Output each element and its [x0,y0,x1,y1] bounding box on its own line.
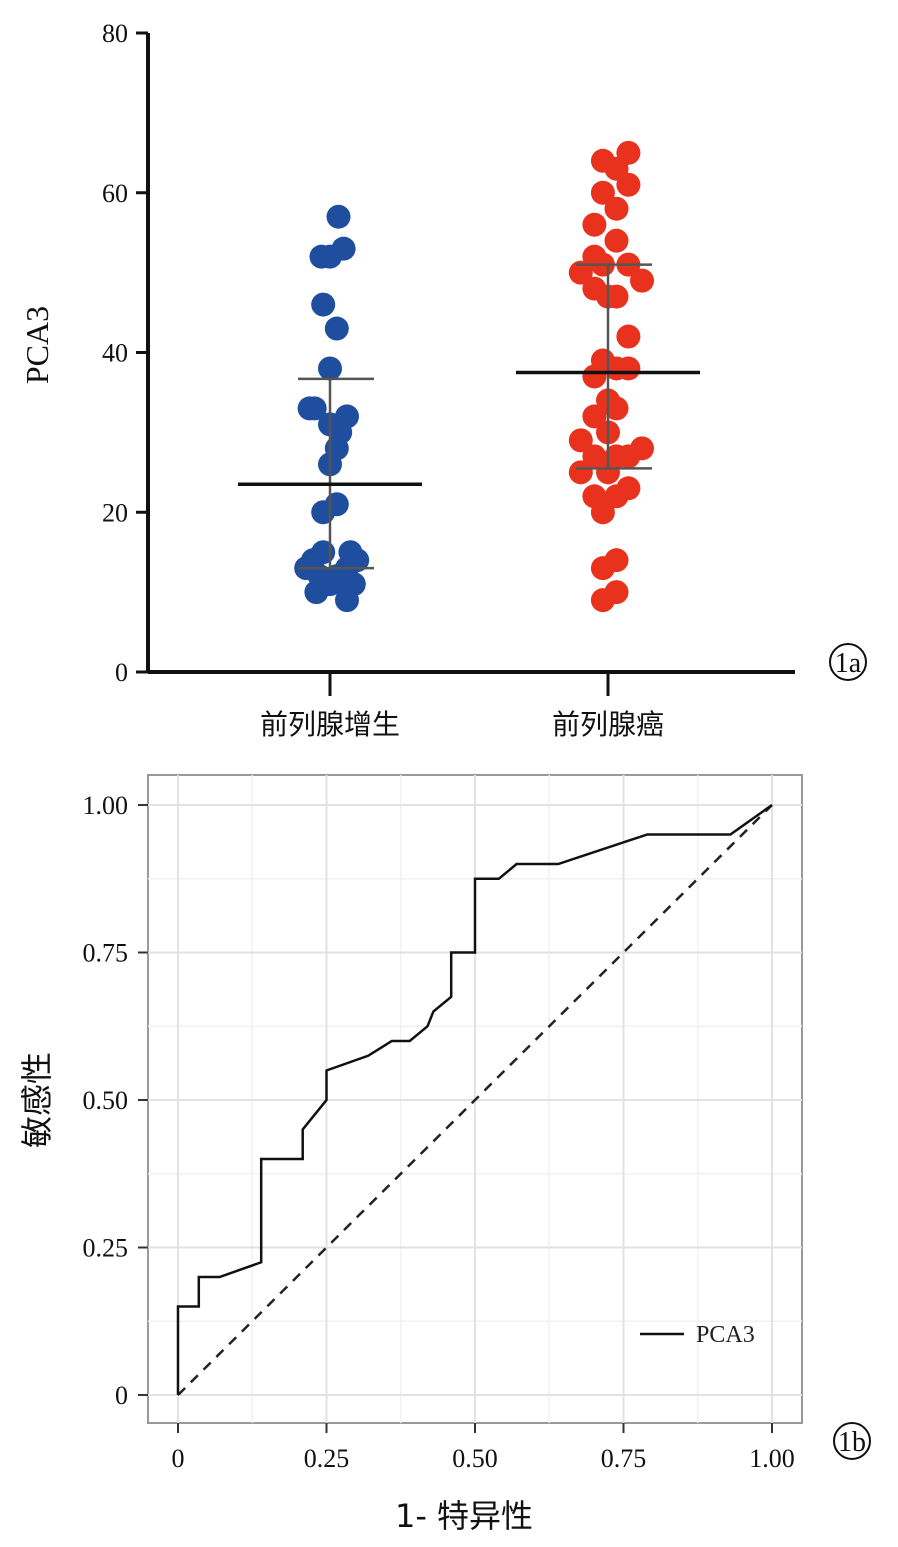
data-point [582,212,607,237]
data-point [568,460,593,485]
y-tick-label: 1.00 [83,791,129,820]
data-point [630,268,654,293]
y-tick-label: 0 [115,658,128,687]
data-point [345,548,370,573]
x-tick-label: 1.00 [749,1444,795,1473]
data-point [582,444,607,469]
x-tick-label: 0.50 [452,1444,498,1473]
panel-label-badge: 1a [829,643,867,681]
data-point [604,548,629,573]
data-point [590,500,615,525]
x-tick-label: 0.25 [304,1444,350,1473]
data-point [616,172,641,197]
y-axis-label: 敏感性 [18,1052,56,1148]
data-point [616,324,641,349]
data-point [318,356,342,381]
x-category-label: 前列腺增生 [260,708,400,741]
x-tick-label: 0 [172,1444,185,1473]
data-point [324,316,349,341]
data-point [335,588,359,613]
data-point [582,364,607,389]
y-tick-label: 80 [102,19,128,48]
data-point [604,284,629,309]
y-tick-label: 20 [102,498,128,527]
data-point [568,428,593,453]
reference-diagonal-line [177,804,773,1396]
roc-panel-1b: 00.250.500.751.000 0.25 0.50 0.75 1.00 PCA3 … [18,774,871,1535]
data-point [328,420,353,445]
y-tick-label: 0 [115,1381,128,1410]
data-point [590,180,615,205]
panel-label: 1b [838,1427,866,1458]
y-tick-label: 60 [102,179,128,208]
data-point [616,356,641,381]
data-point [596,460,620,485]
roc-curve-line [176,803,773,1395]
legend-label: PCA3 [696,1322,755,1348]
data-point [616,140,641,165]
scatter-panel-1a: 0 20 40 60 80 前列腺增生 前列腺癌 PCA3 1a [19,19,867,741]
x-category-label: 前列腺癌 [552,708,664,741]
data-point [604,228,629,253]
y-tick-label: 40 [102,339,128,368]
x-axis-label: 1- 特异性 [395,1497,533,1535]
data-point [604,580,629,605]
data-point [604,396,629,421]
y-tick-label: 0.25 [83,1234,129,1263]
data-point [324,492,349,517]
y-tick-label: 0.50 [83,1086,129,1115]
data-point [297,396,322,421]
data-point [630,436,654,461]
data-point [568,260,593,285]
x-tick-label: 0.75 [601,1444,647,1473]
data-point [326,204,351,229]
data-point [616,476,641,501]
panel-label: 1a [835,648,862,679]
data-point [311,292,336,317]
y-axis-label: PCA3 [19,306,55,384]
panel-label-badge: 1b [833,1422,871,1460]
data-point [582,404,607,429]
y-tick-label: 0.75 [83,939,129,968]
data-point [331,236,356,261]
data-point [604,196,629,221]
legend: PCA3 [640,1322,755,1348]
